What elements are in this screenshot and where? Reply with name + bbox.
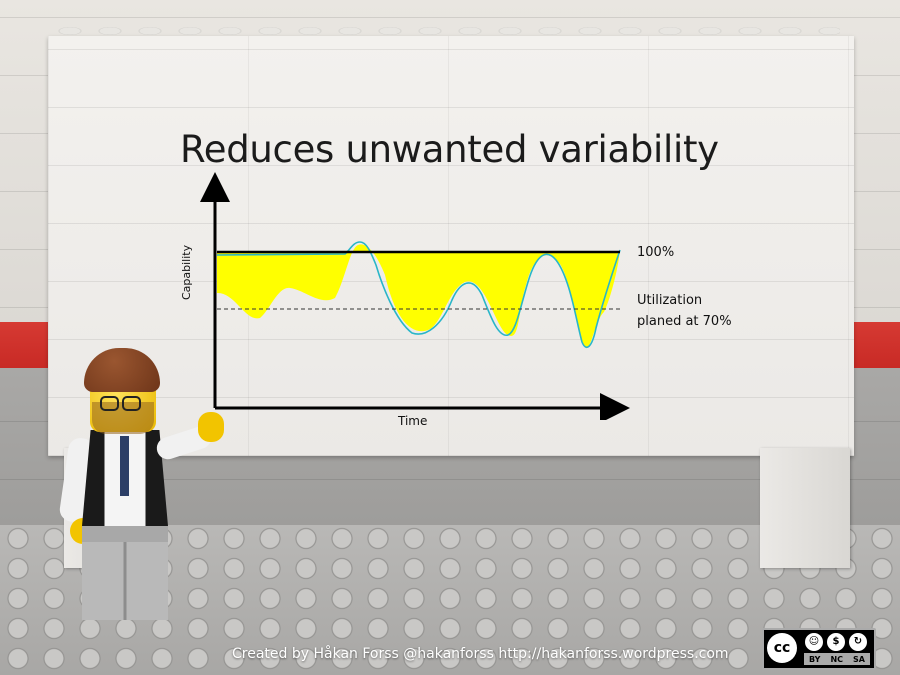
cc-by-label: BY bbox=[809, 654, 821, 664]
utilization-curve bbox=[216, 241, 621, 349]
glasses-left-lens bbox=[100, 396, 119, 411]
lego-minifigure-presenter bbox=[58, 340, 240, 620]
slide-title: Reduces unwanted variability bbox=[180, 128, 719, 171]
lego-whiteboard bbox=[48, 36, 854, 456]
creative-commons-badge[interactable]: cc ☺ $ ↻ BY NC SA bbox=[762, 628, 876, 670]
cc-nc-label: NC bbox=[830, 654, 844, 664]
label-utilization: Utilization planed at 70% bbox=[637, 290, 732, 332]
photo-credit: Created by Håkan Forss @hakanforss http:… bbox=[232, 646, 729, 662]
attribution-person-icon: ☺ bbox=[804, 632, 824, 652]
noncommercial-dollar-icon: $ bbox=[826, 632, 846, 652]
minifig-legs bbox=[82, 542, 168, 620]
label-utilization-line1: Utilization bbox=[637, 293, 703, 308]
board-top-studs bbox=[50, 24, 840, 38]
cc-logo-icon: cc bbox=[767, 633, 797, 663]
label-utilization-line2: planed at 70% bbox=[637, 314, 732, 329]
minifig-tie bbox=[120, 436, 129, 496]
minifig-hips bbox=[82, 526, 168, 542]
label-100-percent: 100% bbox=[637, 245, 675, 260]
minifig-hair bbox=[84, 348, 160, 392]
x-axis-label: Time bbox=[398, 414, 428, 428]
cc-terms-strip: BY NC SA bbox=[804, 653, 870, 665]
cc-condition-icons: ☺ $ ↻ bbox=[804, 632, 870, 652]
variability-chart bbox=[200, 172, 630, 420]
sharealike-icon: ↻ bbox=[848, 632, 868, 652]
y-axis-label: Capability bbox=[180, 244, 193, 300]
glasses-right-lens bbox=[122, 396, 141, 411]
cc-sa-label: SA bbox=[853, 654, 865, 664]
minifig-pointing-hand bbox=[198, 412, 224, 442]
board-leg-right bbox=[760, 448, 850, 568]
unused-capacity-area bbox=[217, 244, 620, 349]
